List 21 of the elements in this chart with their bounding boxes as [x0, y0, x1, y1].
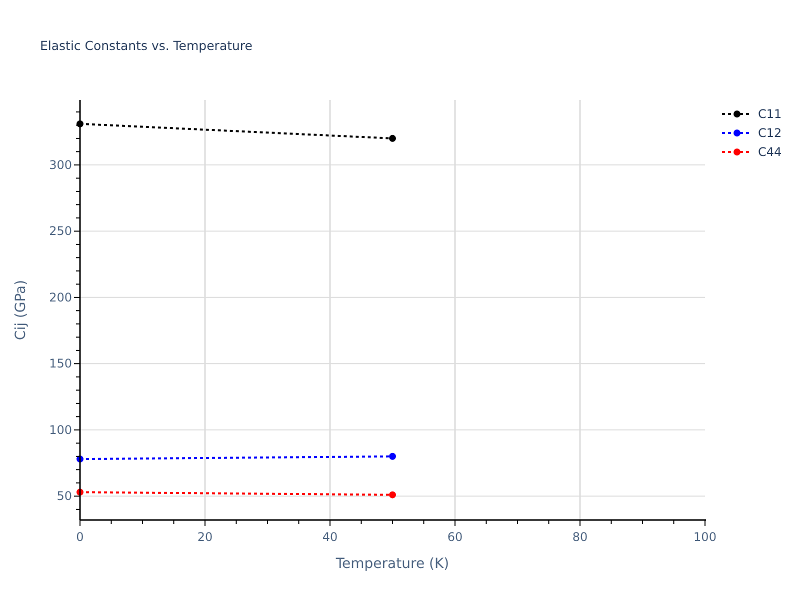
x-tick-label: 80	[572, 530, 588, 544]
point	[389, 491, 396, 498]
x-tick-label: 60	[447, 530, 463, 544]
y-tick-label: 250	[49, 224, 72, 238]
x-tick-label: 40	[322, 530, 338, 544]
legend-label: C11	[758, 107, 782, 121]
y-tick-label: 200	[49, 290, 72, 304]
legend-label: C44	[758, 145, 782, 159]
y-tick-label: 300	[49, 158, 72, 172]
legend-label: C12	[758, 126, 782, 140]
y-axis-title: Cij (GPa)	[13, 280, 29, 340]
chart-title: Elastic Constants vs. Temperature	[40, 38, 253, 53]
x-axis-title: Temperature (K)	[334, 556, 450, 572]
point	[389, 134, 396, 142]
x-tick-label: 20	[197, 530, 213, 544]
y-tick-label: 100	[49, 422, 72, 437]
y-tick-label: 150	[49, 356, 72, 371]
x-tick-label: 100	[694, 530, 716, 544]
point	[389, 452, 396, 460]
y-tick-label: 50	[56, 489, 72, 504]
x-tick-label: 0	[76, 530, 84, 544]
